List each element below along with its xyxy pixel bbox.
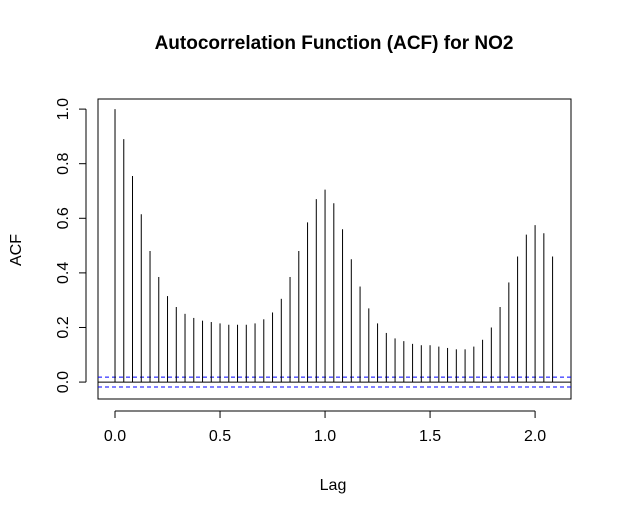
x-axis-label: Lag — [320, 477, 347, 494]
y-tick-label: 0.2 — [55, 316, 72, 338]
y-tick-label: 0.6 — [55, 207, 72, 229]
x-tick-label: 1.0 — [314, 428, 336, 445]
y-tick-label: 0.4 — [55, 262, 72, 284]
x-tick-label: 0.0 — [104, 428, 126, 445]
x-tick-label: 0.5 — [209, 428, 231, 445]
x-tick-label: 1.5 — [419, 428, 441, 445]
chart-title: Autocorrelation Function (ACF) for NO2 — [155, 33, 514, 54]
y-tick-label: 0.0 — [55, 371, 72, 393]
y-tick-label: 1.0 — [55, 98, 72, 120]
y-axis-label: ACF — [8, 234, 25, 266]
y-tick-label: 0.8 — [55, 152, 72, 174]
plot-box — [97, 98, 572, 400]
x-tick-label: 2.0 — [524, 428, 546, 445]
